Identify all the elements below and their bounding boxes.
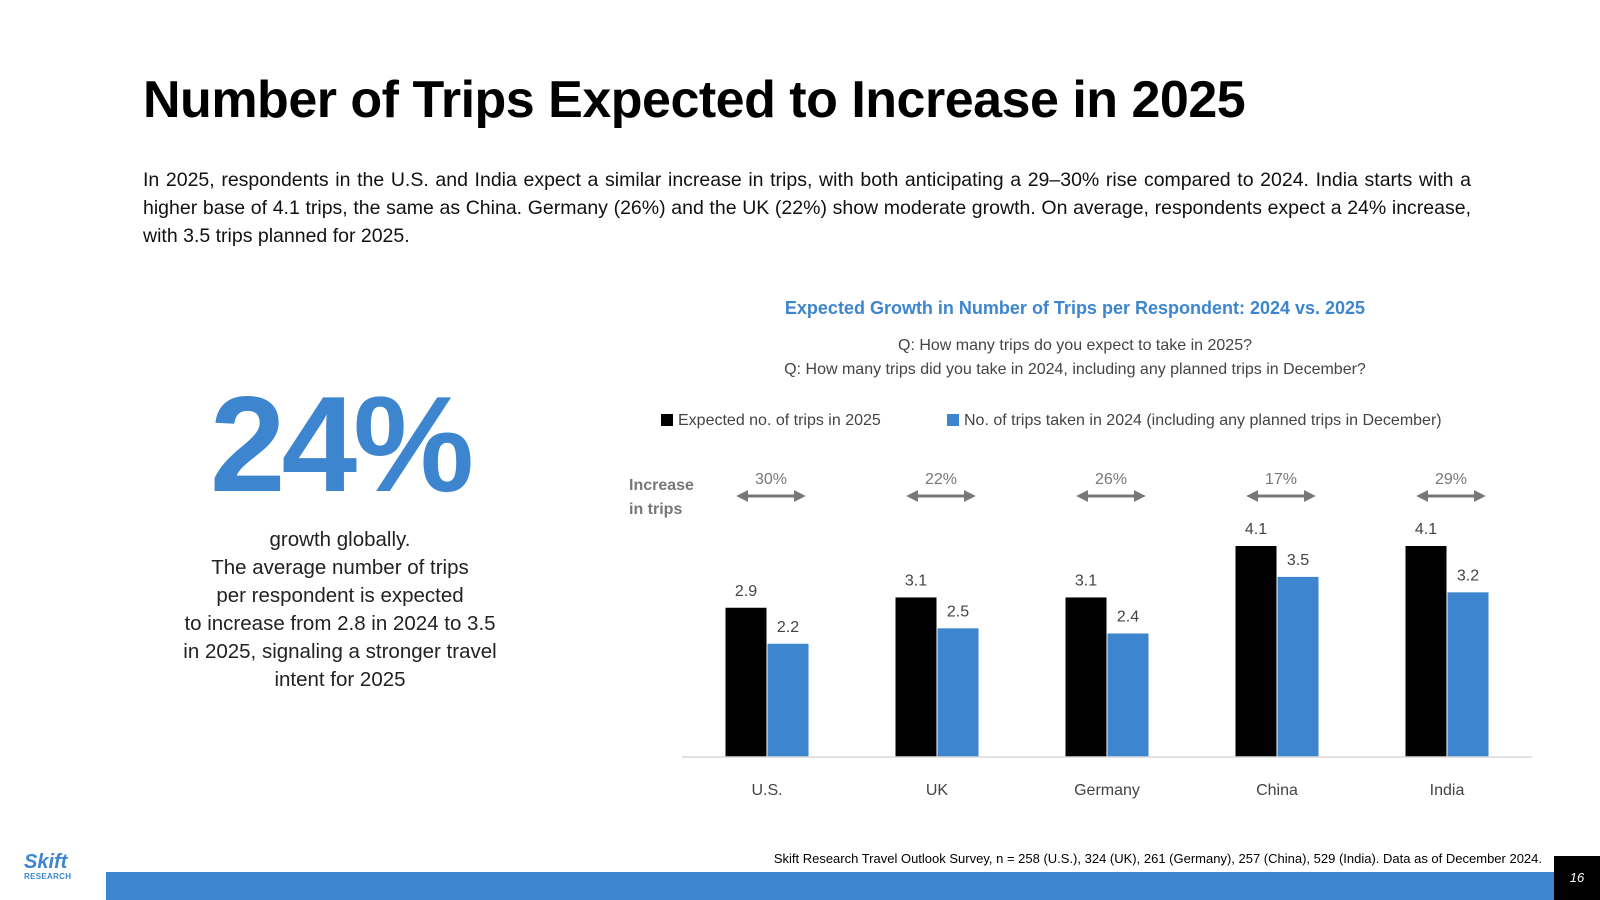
data-label: 2.5	[947, 603, 969, 620]
bar-2025	[1405, 546, 1447, 757]
legend-swatch-2024	[947, 414, 959, 426]
increase-label: 26%	[1095, 471, 1127, 488]
data-label: 4.1	[1245, 521, 1267, 538]
increase-label: 30%	[755, 471, 787, 488]
highlight-line: The average number of trips	[211, 556, 469, 579]
x-tick-label: India	[1430, 782, 1465, 799]
increase-label: 29%	[1435, 471, 1467, 488]
data-label: 3.1	[905, 572, 927, 589]
highlight-line: to increase from 2.8 in 2024 to 3.5	[184, 612, 496, 635]
legend-label-2024: No. of trips taken in 2024 (including an…	[964, 412, 1442, 429]
data-label: 4.1	[1415, 521, 1437, 538]
data-label: 2.9	[735, 583, 757, 600]
bar-2025	[725, 607, 767, 757]
increase-label-line-1: Increase	[629, 477, 694, 494]
highlight-line: in 2025, signaling a stronger travel	[183, 640, 497, 663]
page-title: Number of Trips Expected to Increase in …	[143, 71, 1246, 129]
data-label: 3.2	[1457, 567, 1479, 584]
intro-paragraph: In 2025, respondents in the U.S. and Ind…	[143, 169, 1471, 247]
bar-2024	[1447, 592, 1489, 757]
legend-swatch-2025	[661, 414, 673, 426]
bar-2025	[1065, 597, 1107, 757]
increase-label-line-2: in trips	[629, 501, 682, 518]
data-label: 3.1	[1075, 572, 1097, 589]
data-label: 3.5	[1287, 552, 1309, 569]
highlight-line: per respondent is expected	[216, 584, 464, 607]
bar-2024	[937, 628, 979, 757]
highlight-value: 24%	[209, 368, 474, 520]
chart-bars: 2.9 2.2 U.S. 30% 3.1 2.5 UK 22% 3.1 2.4 Germany 26%…	[725, 471, 1489, 799]
chart-subtitle-2: Q: How many trips did you take in 2024, …	[784, 361, 1366, 378]
bar-2025	[1235, 546, 1277, 757]
trips-bar-chart: Expected Growth in Number of Trips per R…	[629, 298, 1532, 799]
increase-label: 17%	[1265, 471, 1297, 488]
x-tick-label: U.S.	[751, 782, 782, 799]
chart-subtitle-1: Q: How many trips do you expect to take …	[898, 337, 1252, 354]
x-tick-label: China	[1256, 782, 1298, 799]
legend-label-2025: Expected no. of trips in 2025	[678, 412, 881, 429]
data-label: 2.2	[777, 619, 799, 636]
skift-logo: Skift RESEARCH	[24, 852, 84, 892]
data-label: 2.4	[1117, 608, 1139, 625]
bar-2024	[1277, 576, 1319, 757]
highlight-line: intent for 2025	[274, 668, 406, 691]
footer-bar	[106, 872, 1554, 900]
chart-title: Expected Growth in Number of Trips per R…	[785, 298, 1365, 318]
chart-legend: Expected no. of trips in 2025 No. of tri…	[661, 412, 1442, 429]
bar-2024	[767, 643, 809, 757]
bar-2024	[1107, 633, 1149, 757]
page-number: 16	[1554, 856, 1600, 900]
highlight-line: growth globally.	[269, 528, 411, 551]
increase-label: 22%	[925, 471, 957, 488]
bar-2025	[895, 597, 937, 757]
x-tick-label: UK	[926, 782, 949, 799]
highlight-description: growth globally. The average number of t…	[150, 526, 530, 694]
x-tick-label: Germany	[1074, 782, 1140, 799]
logo-wordmark: Skift	[24, 851, 68, 873]
logo-subtitle: RESEARCH	[24, 872, 72, 881]
source-note: Skift Research Travel Outlook Survey, n …	[773, 851, 1542, 866]
